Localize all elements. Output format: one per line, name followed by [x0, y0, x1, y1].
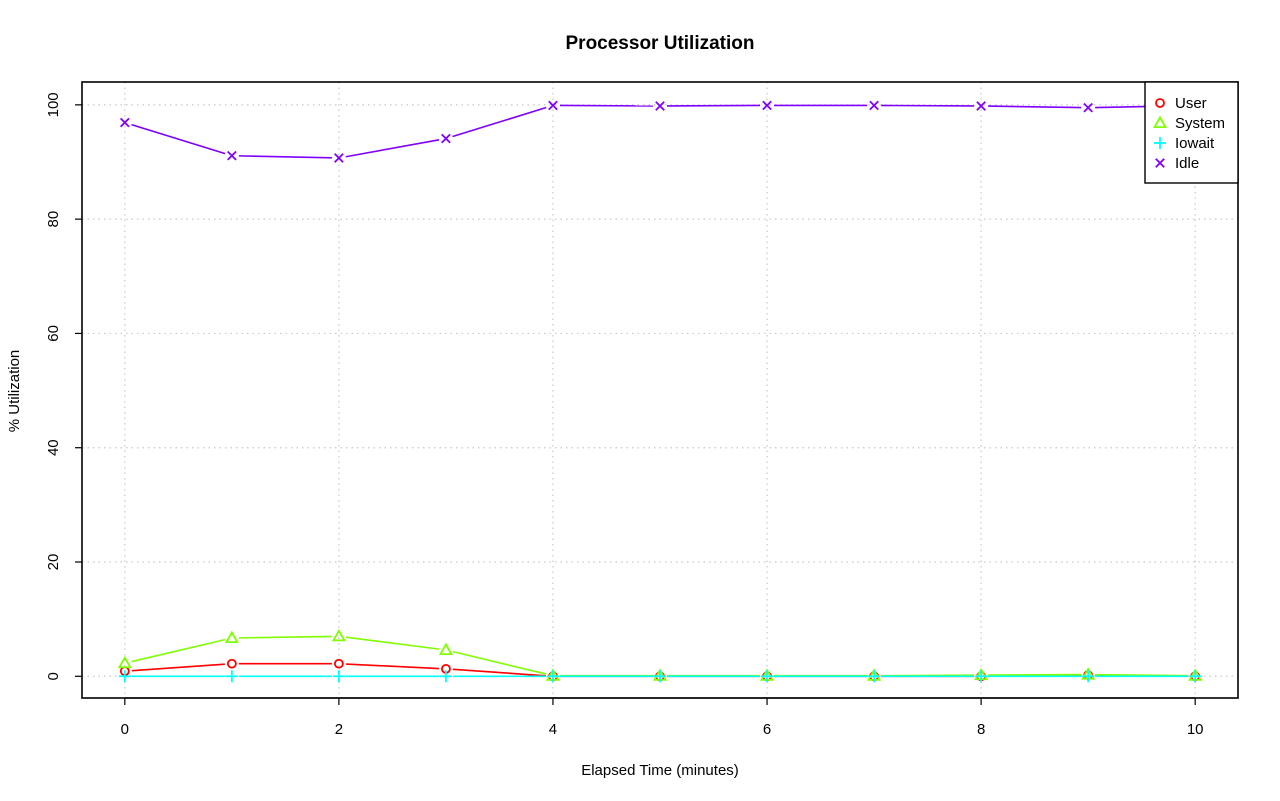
legend: User System Iowait Idle — [1144, 81, 1239, 184]
legend-marker-iowait — [1154, 137, 1166, 149]
y-tick-label: 100 — [45, 92, 62, 117]
point-idle — [227, 150, 237, 161]
legend-marker-idle — [1155, 158, 1165, 168]
point-idle — [869, 100, 879, 111]
point-idle — [441, 133, 451, 144]
legend-marker-user — [1155, 98, 1165, 108]
point-iowait — [654, 670, 666, 683]
point-idle — [548, 100, 558, 111]
line-segment-idle — [131, 123, 226, 155]
line-segment-idle — [452, 106, 547, 138]
line-segment-system — [345, 636, 440, 650]
line-segment-system — [452, 650, 547, 675]
point-iowait — [332, 670, 345, 683]
point-iowait — [975, 670, 988, 683]
point-iowait — [1189, 670, 1202, 683]
x-tick-label: 4 — [549, 721, 557, 738]
point-system — [331, 628, 346, 642]
y-tick-label: 0 — [45, 672, 62, 680]
point-iowait — [439, 670, 452, 683]
point-idle — [976, 101, 986, 111]
point-system — [117, 655, 132, 669]
point-iowait — [546, 670, 559, 683]
x-tick-label: 8 — [977, 721, 985, 738]
legend-label-idle: Idle — [1175, 155, 1199, 172]
point-iowait — [118, 670, 131, 683]
line-segment-system — [1095, 673, 1189, 677]
point-iowait — [761, 670, 774, 683]
y-tick-label: 80 — [45, 211, 62, 228]
legend-label-user: User — [1175, 95, 1207, 112]
point-iowait — [225, 670, 238, 683]
point-iowait — [1082, 670, 1095, 683]
point-system — [224, 630, 239, 644]
line-segment-user — [452, 668, 547, 677]
point-system — [438, 642, 453, 656]
point-idle — [334, 153, 344, 163]
point-idle — [1083, 102, 1093, 113]
legend-label-iowait: Iowait — [1175, 135, 1215, 152]
point-user — [333, 658, 344, 669]
series-iowait — [118, 670, 1202, 683]
line-segment-idle — [345, 139, 440, 158]
x-axis-label: Elapsed Time (minutes) — [581, 762, 739, 779]
point-idle — [119, 117, 130, 128]
line-segment-idle — [988, 105, 1082, 109]
y-tick-label: 40 — [45, 439, 62, 456]
line-segment-idle — [238, 155, 332, 159]
point-user — [226, 658, 237, 669]
y-tick-label: 20 — [45, 554, 62, 571]
line-segment-system — [238, 635, 332, 639]
line-segment-user — [131, 663, 225, 672]
line-segment-system — [131, 638, 226, 663]
x-tick-label: 0 — [121, 721, 129, 738]
point-iowait — [868, 670, 881, 683]
y-tick-label: 60 — [45, 325, 62, 342]
x-tick-label: 10 — [1187, 721, 1204, 738]
x-tick-label: 6 — [763, 721, 771, 738]
x-tick-label: 2 — [335, 721, 343, 738]
chart-title: Processor Utilization — [566, 33, 755, 54]
line-segment-user — [345, 663, 439, 670]
legend-label-system: System — [1175, 115, 1225, 132]
legend-marker-system — [1152, 115, 1168, 129]
y-axis-label: % Utilization — [6, 350, 23, 433]
point-idle — [762, 100, 772, 111]
point-idle — [655, 101, 665, 111]
